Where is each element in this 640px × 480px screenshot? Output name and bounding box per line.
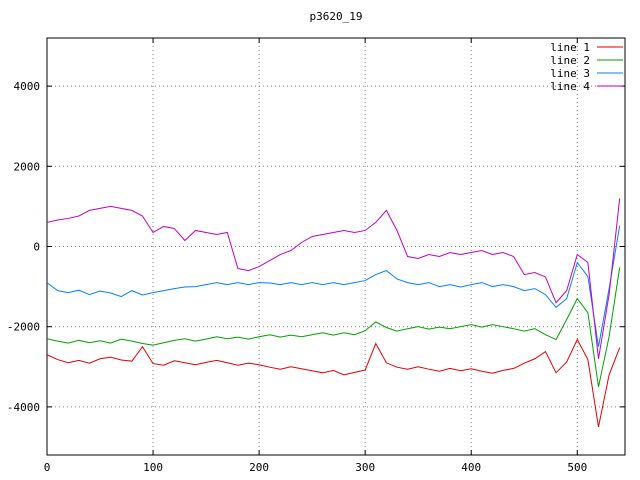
legend-label: line 2 (550, 54, 590, 67)
series-line-1 (46, 338, 621, 428)
legend-label: line 4 (550, 80, 590, 93)
x-tick-label: 500 (567, 461, 587, 474)
x-tick-label: 300 (355, 461, 375, 474)
y-tick-label: 0 (33, 241, 40, 254)
x-tick-label: 400 (461, 461, 481, 474)
legend-label: line 1 (550, 41, 590, 54)
y-tick-label: 2000 (14, 160, 41, 173)
series-line-3 (46, 225, 621, 347)
x-tick-label: 200 (249, 461, 269, 474)
x-tick-label: 0 (44, 461, 51, 474)
y-tick-label: 4000 (14, 80, 41, 93)
y-tick-label: -2000 (7, 321, 40, 334)
series-line-4 (46, 198, 621, 359)
plot-border (46, 37, 626, 456)
series-line-2 (46, 267, 621, 387)
chart-title: p3620_19 (309, 10, 363, 23)
x-tick-label: 100 (143, 461, 163, 474)
y-tick-label: -4000 (7, 401, 40, 414)
legend-label: line 3 (550, 67, 590, 80)
